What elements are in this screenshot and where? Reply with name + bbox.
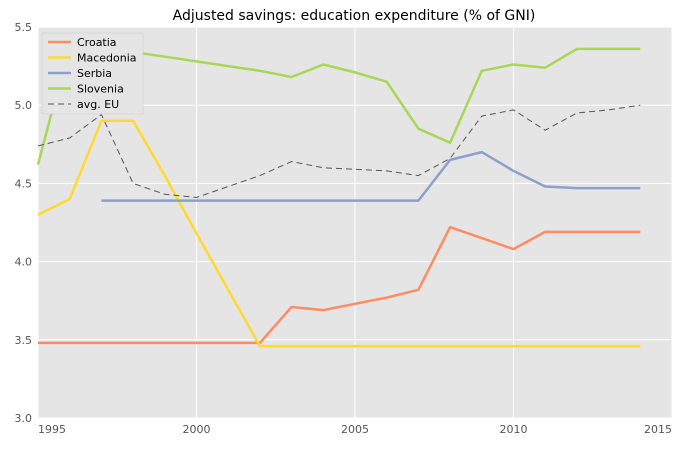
y-tick-label: 3.5 (15, 334, 33, 347)
x-tick-label: 2000 (183, 423, 211, 436)
y-tick-label: 3.0 (15, 412, 33, 425)
series-line-macedonia (37, 119, 641, 348)
y-tick-label: 4.0 (15, 256, 33, 269)
x-tick-label: 2015 (644, 423, 672, 436)
legend: Croatia Macedonia Serbia Slovenia avg. EU (41, 32, 144, 115)
grid (37, 26, 673, 419)
legend-label: avg. EU (77, 98, 119, 111)
chart-title: Adjusted savings: education expenditure … (173, 8, 536, 24)
y-tick-label: 5.5 (15, 21, 33, 34)
y-tick-label: 5.0 (15, 99, 33, 112)
legend-label: Macedonia (77, 52, 137, 65)
x-tick-label: 2005 (341, 423, 369, 436)
x-axis: 1995 2000 2005 2010 2015 (38, 423, 672, 436)
legend-label: Croatia (77, 36, 117, 49)
y-axis: 3.0 3.5 4.0 4.5 5.0 5.5 (15, 21, 33, 425)
series-lines (36, 42, 641, 348)
series-line-avg-eu (37, 104, 641, 198)
series-line-croatia (38, 225, 641, 345)
y-tick-label: 4.5 (15, 177, 33, 190)
x-tick-label: 1995 (38, 423, 66, 436)
x-tick-label: 2010 (500, 423, 528, 436)
legend-label: Serbia (77, 67, 112, 80)
series-line-serbia (101, 150, 641, 202)
legend-label: Slovenia (77, 83, 124, 96)
